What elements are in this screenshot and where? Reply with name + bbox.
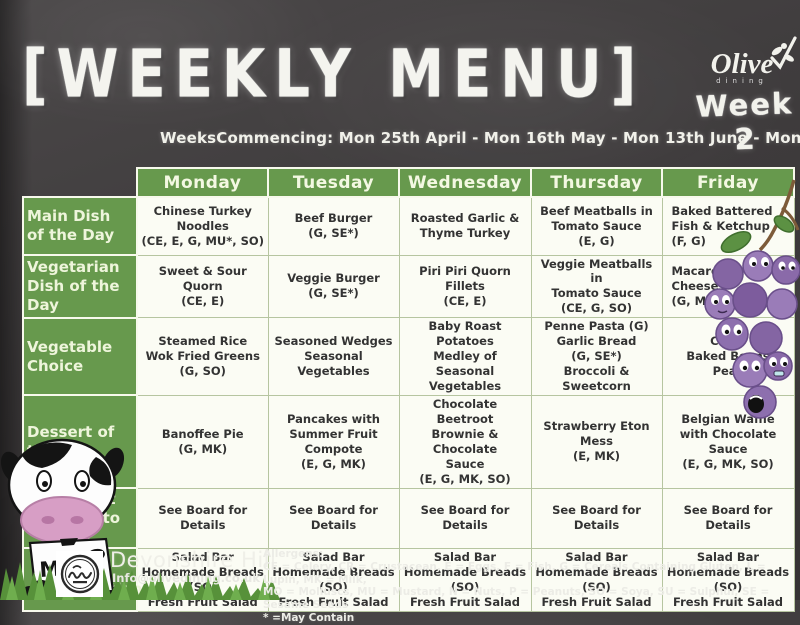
menu-cell: Veggie Burger (G, SE*) <box>267 254 400 319</box>
row-label-vegetable-choice: Vegetable Choice <box>22 316 138 397</box>
grapes-character-icon <box>704 179 800 419</box>
row-label-main-dish: Main Dish of the Day <box>22 196 138 256</box>
menu-cell: Beef Burger (G, SE*) <box>267 196 400 256</box>
table-corner <box>23 168 137 197</box>
menu-cell: Baby Roast Potatoes Medley of Seasonal V… <box>398 317 532 396</box>
olive-branch-icon <box>770 36 797 70</box>
day-header-friday: Friday <box>661 167 795 198</box>
day-header-monday: Monday <box>136 167 269 198</box>
week-label: Week 2 <box>695 86 794 157</box>
day-header-row: Monday Tuesday Wednesday Thursday Friday <box>23 167 795 198</box>
brand-name-text: Olive <box>710 48 774 80</box>
day-header-wednesday: Wednesday <box>398 167 532 198</box>
footer-brand-name: Devonshire Hill <box>110 548 277 572</box>
menu-cell: Strawberry Eton Mess (E, MK) <box>530 394 663 489</box>
menu-cell: Penne Pasta (G) Garlic Bread (G, SE*) Br… <box>530 317 663 396</box>
menu-cell: See Board for Details <box>267 487 400 549</box>
allergens-key: Allergens: CE = Celery, CR = Crustacean,… <box>263 548 770 624</box>
table-row: Vegetable Choice Steamed Rice Wok Fried … <box>22 316 795 397</box>
menu-cell: Veggie Meatballs in Tomato Sauce (CE, G,… <box>530 254 663 319</box>
menu-cell: Chocolate Beetroot Brownie & Chocolate S… <box>398 394 532 489</box>
table-row: Dessert of the Day Banoffee Pie (G, MK) … <box>22 394 795 490</box>
menu-cell: Chinese Turkey Noodles (CE, E, G, MU*, S… <box>136 196 269 256</box>
footer-email: Info@olivedining.co.uk <box>112 571 260 585</box>
menu-cell: Sweet & Sour Quorn (CE, E) <box>136 254 269 319</box>
halal-stamp-icon <box>60 554 99 594</box>
menu-cell: Banoffee Pie (G, MK) <box>136 394 269 489</box>
menu-cell: See Board for Details <box>530 487 663 549</box>
weeks-commencing-subtitle: WeeksCommencing: Mon 25th April - Mon 16… <box>160 129 800 147</box>
menu-cell: Beef Meatballs in Tomato Sauce (E, G) <box>530 196 663 256</box>
table-row: Vegetarian Dish of the Day Sweet & Sour … <box>22 254 795 319</box>
day-header-tuesday: Tuesday <box>267 167 400 198</box>
brand-sub-text: dining <box>716 77 768 85</box>
menu-cell: Steamed Rice Wok Fried Greens (G, SO) <box>136 317 269 396</box>
menu-cell: See Board for Details <box>661 487 795 549</box>
halal-stamp <box>56 551 103 597</box>
menu-table: Monday Tuesday Wednesday Thursday Friday… <box>22 167 795 613</box>
menu-cell: Seasoned Wedges Seasonal Vegetables <box>267 317 400 396</box>
menu-cell: Roasted Garlic & Thyme Turkey <box>398 196 532 256</box>
olive-dining-logo: Olive dining <box>690 36 797 85</box>
menu-cell: See Board for Details <box>398 487 532 549</box>
menu-cell: Pancakes with Summer Fruit Compote (E, G… <box>267 394 400 489</box>
menu-cell: See Board for Details <box>136 487 269 549</box>
menu-cell: Piri Piri Quorn Fillets (CE, E) <box>398 254 532 319</box>
table-row: Main Dish of the Day Chinese Turkey Nood… <box>22 196 795 256</box>
page-title: [WEEKLY MENU] <box>22 36 646 113</box>
grape-faces <box>711 257 796 413</box>
row-label-vegetarian-dish: Vegetarian Dish of the Day <box>22 254 138 319</box>
day-header-thursday: Thursday <box>530 167 663 198</box>
